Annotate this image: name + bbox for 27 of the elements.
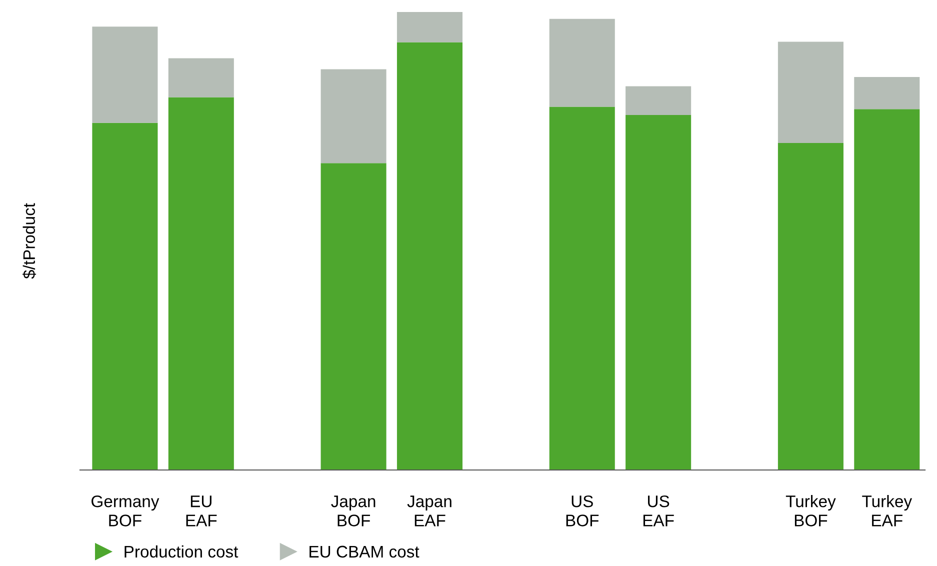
- legend-label: EU CBAM cost: [310, 546, 420, 558]
- bar: [778, 42, 844, 143]
- y-axis-title: $/tProduct: [22, 203, 36, 279]
- x-tick-label: US EAF: [643, 495, 674, 526]
- x-tick-label: US BOF: [566, 495, 599, 526]
- x-tick-label: EU EAF: [186, 496, 217, 526]
- x-tick-label: Turkey BOF: [786, 495, 836, 526]
- legend-label: Production cost: [124, 545, 238, 558]
- bar: [396, 12, 462, 42]
- bar: [626, 86, 692, 116]
- bar: [626, 115, 692, 470]
- x-tick-label: Turkey EAF: [862, 495, 912, 526]
- bar: [854, 77, 920, 110]
- x-tick-label: Germany BOF: [92, 495, 160, 526]
- bar: [320, 163, 386, 470]
- bar: [396, 42, 462, 470]
- bar: [549, 18, 615, 107]
- bar: [549, 106, 615, 470]
- x-tick-label: Japan EAF: [407, 496, 452, 526]
- bar: [92, 122, 158, 470]
- x-tick-label: Japan BOF: [331, 496, 376, 526]
- bar: [854, 109, 920, 470]
- bar: [320, 69, 386, 164]
- bar: [168, 97, 234, 470]
- bar: [778, 142, 844, 470]
- bar: [168, 58, 234, 98]
- bar: [92, 26, 158, 123]
